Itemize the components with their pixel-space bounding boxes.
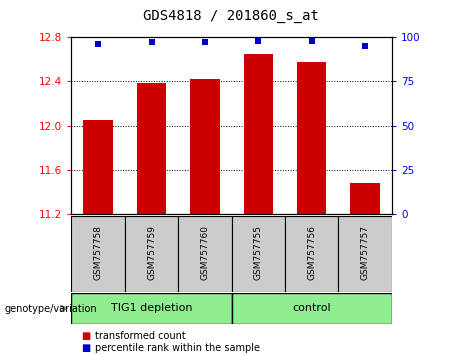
Bar bbox=[231, 216, 285, 292]
Text: TIG1 depletion: TIG1 depletion bbox=[111, 303, 192, 313]
Bar bbox=[125, 216, 178, 292]
Text: genotype/variation: genotype/variation bbox=[5, 304, 97, 314]
Bar bbox=[178, 216, 231, 292]
Text: GSM757757: GSM757757 bbox=[361, 225, 370, 280]
Bar bbox=[350, 183, 380, 214]
Bar bbox=[71, 293, 231, 324]
Bar bbox=[244, 54, 273, 214]
Bar bbox=[285, 216, 338, 292]
Bar bbox=[338, 216, 392, 292]
Text: GSM757755: GSM757755 bbox=[254, 225, 263, 280]
Text: transformed count: transformed count bbox=[95, 331, 185, 341]
Bar bbox=[83, 120, 113, 214]
Text: GSM757759: GSM757759 bbox=[147, 225, 156, 280]
Bar bbox=[190, 79, 219, 214]
Text: GSM757758: GSM757758 bbox=[94, 225, 103, 280]
Text: GDS4818 / 201860_s_at: GDS4818 / 201860_s_at bbox=[142, 9, 319, 23]
Bar bbox=[231, 293, 392, 324]
Text: control: control bbox=[292, 303, 331, 313]
Text: GSM757756: GSM757756 bbox=[307, 225, 316, 280]
Text: GSM757760: GSM757760 bbox=[201, 225, 209, 280]
Bar bbox=[137, 82, 166, 214]
Bar bbox=[71, 216, 125, 292]
Text: percentile rank within the sample: percentile rank within the sample bbox=[95, 343, 260, 353]
Bar bbox=[297, 62, 326, 214]
Text: ■: ■ bbox=[81, 343, 90, 353]
Text: ■: ■ bbox=[81, 331, 90, 341]
